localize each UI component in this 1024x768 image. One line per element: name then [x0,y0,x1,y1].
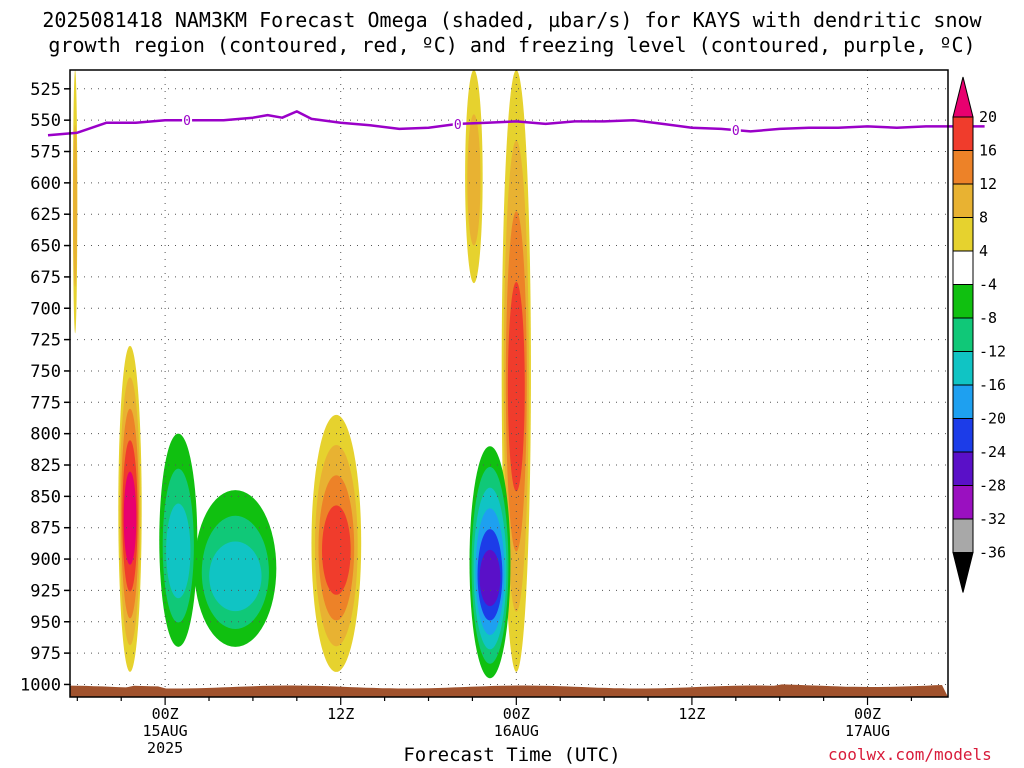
x-tick-label-1: 12Z [327,705,354,723]
x-tick-label-4: 00Z [854,705,881,723]
colorbar-box-9 [952,384,974,419]
y-tick-label-750: 750 [30,362,61,382]
colorbar-label-6: -8 [979,309,997,327]
y-tick-label-900: 900 [30,550,61,570]
colorbar-box-7 [952,317,974,352]
colorbar-box-11 [952,451,974,486]
x-tick-sublabel-0-0: 15AUG [143,722,188,740]
y-tick-label-800: 800 [30,425,61,445]
colorbar-box-10 [952,418,974,453]
colorbar-label-3: 8 [979,209,988,227]
colorbar-label-5: -4 [979,276,997,294]
omega-shade-4-1 [467,114,481,246]
colorbar-label-7: -12 [979,343,1006,361]
colorbar-box-13 [952,518,974,553]
plot-frame [69,69,949,698]
x-tick-sublabel-0-1: 2025 [147,739,183,757]
omega-shade-3-2 [209,541,262,612]
colorbar-box-3 [952,183,974,218]
colorbar-box-2 [952,150,974,185]
freezing-label-bg-1 [452,115,463,132]
colorbar-box-4 [952,217,974,252]
colorbar-bottom-arrow [952,552,974,593]
y-tick-label-675: 675 [30,268,61,288]
y-tick-label-925: 925 [30,581,61,601]
colorbar-label-13: -36 [979,544,1006,562]
freezing-level-label-1: 0 [454,118,462,133]
colorbar-label-0: 20 [979,108,997,126]
colorbar-label-9: -20 [979,410,1006,428]
colorbar-box-8 [952,351,974,386]
y-tick-label-825: 825 [30,456,61,476]
omega-shade-6-5 [479,549,501,607]
x-tick-sublabel-2-0: 16AUG [494,722,539,740]
y-tick-label-550: 550 [30,111,61,131]
colorbar-label-2: 12 [979,175,997,193]
omega-shade-1-2 [166,503,191,599]
y-tick-label-700: 700 [30,299,61,319]
y-tick-label-625: 625 [30,205,61,225]
x-tick-label-2: 00Z [503,705,530,723]
omega-shade-2-3 [321,505,351,595]
freezing-level-label-0: 0 [183,114,191,129]
y-tick-label-650: 650 [30,237,61,257]
x-tick-sublabel-4-0: 17AUG [845,722,890,740]
y-tick-label-875: 875 [30,519,61,539]
colorbar-label-4: 4 [979,242,988,260]
colorbar-label-12: -32 [979,510,1006,528]
omega-shade-5-3 [507,281,525,492]
colorbar-label-1: 16 [979,142,997,160]
x-tick-label-3: 12Z [678,705,705,723]
freezing-level-label-2: 0 [732,124,740,139]
chart-title-line1: 2025081418 NAM3KM Forecast Omega (shaded… [42,8,982,32]
colorbar-box-12 [952,485,974,520]
colorbar-box-6 [952,284,974,319]
colorbar-box-1 [952,116,974,151]
freezing-label-bg-2 [730,122,741,139]
x-tick-label-0: 00Z [152,705,179,723]
y-tick-label-950: 950 [30,613,61,633]
colorbar-box-5 [952,250,974,285]
y-tick-label-575: 575 [30,143,61,163]
y-tick-label-850: 850 [30,487,61,507]
y-tick-label-775: 775 [30,393,61,413]
x-axis-title: Forecast Time (UTC) [403,744,621,766]
y-tick-label-600: 600 [30,174,61,194]
freezing-label-bg-0 [182,112,193,129]
y-tick-label-975: 975 [30,644,61,664]
chart-title-line2: growth region (contoured, red, ºC) and f… [48,33,976,57]
y-tick-label-725: 725 [30,331,61,351]
omega-shade-0-4 [123,471,137,565]
colorbar-top-arrow [952,76,974,118]
site-credit: coolwx.com/models [828,745,992,764]
freezing-level-line [47,110,985,137]
y-tick-label-525: 525 [30,80,61,100]
colorbar-label-11: -28 [979,477,1006,495]
y-tick-label-1000: 1000 [20,675,61,695]
terrain-ground [70,684,948,697]
omega-shade-7-1 [73,124,78,287]
colorbar-label-8: -16 [979,376,1006,394]
colorbar-label-10: -24 [979,443,1006,461]
